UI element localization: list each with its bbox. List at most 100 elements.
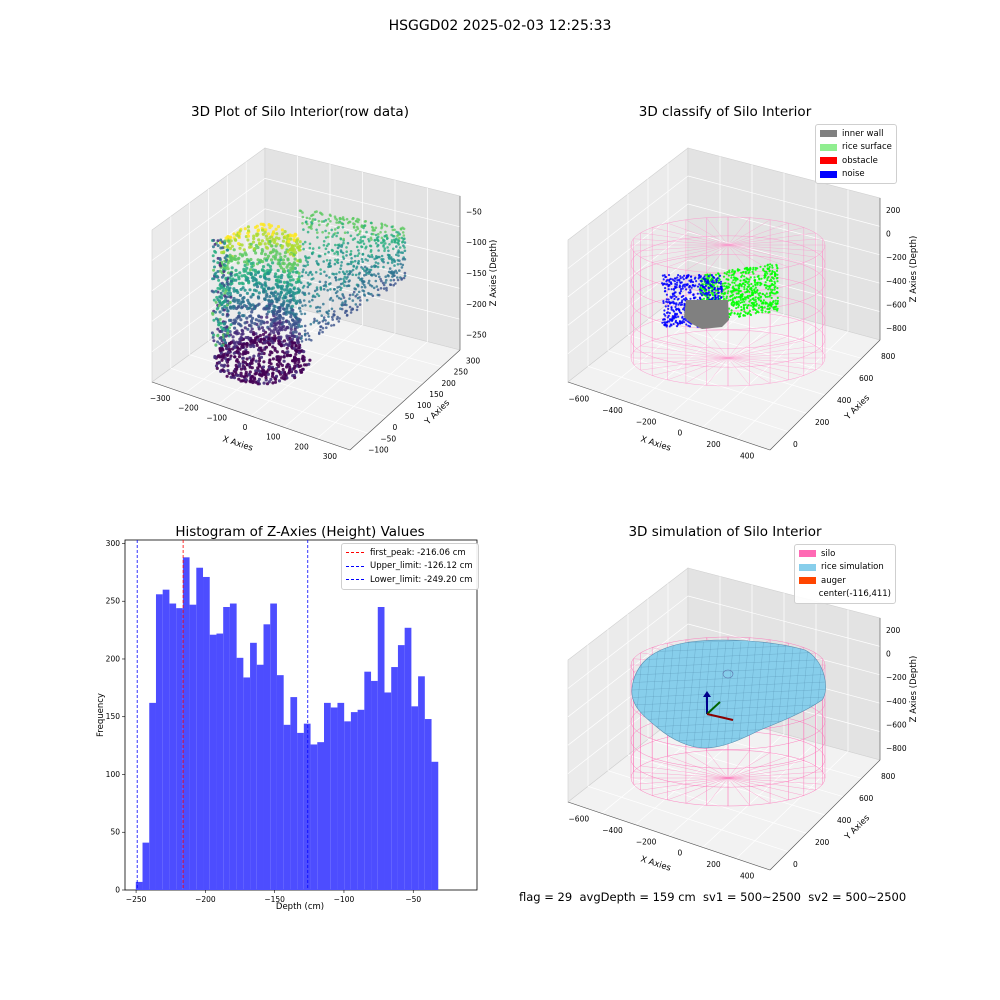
histogram-x-axis-label: Depth (cm)	[275, 902, 325, 912]
histogram-bar	[431, 761, 439, 890]
simulation-z-axis-label: Z Axies (Depth)	[909, 656, 919, 723]
auger-swatch	[799, 577, 816, 585]
histogram-bar	[337, 702, 345, 890]
classify-z-tick-label: 0	[886, 230, 891, 239]
simulation-x-tick-label: −600	[569, 815, 590, 824]
simulation-z-tick-label: −600	[886, 721, 907, 730]
raw-y-tick-label: 50	[405, 412, 415, 421]
histogram-legend: first_peak: -216.06 cm Upper_limit: -126…	[341, 543, 479, 590]
raw-y-tick-label: 0	[393, 423, 398, 432]
simulation-z-tick-label: −200	[886, 673, 907, 682]
legend-item-lower-limit: Lower_limit: -249.20 cm	[346, 573, 474, 587]
histogram-bar	[236, 657, 244, 890]
simulation-y-tick-label: 800	[881, 772, 896, 781]
raw-y-tick-label: −50	[380, 434, 396, 443]
histogram-bars	[135, 557, 439, 890]
classify-panel-title: 3D classify of Silo Interior	[638, 104, 812, 120]
histogram-bar	[303, 723, 311, 890]
raw-x-tick-label: 200	[294, 442, 309, 451]
histogram-bar	[142, 842, 150, 890]
histogram-bar	[263, 624, 271, 890]
classify-y-tick-label: 200	[815, 418, 830, 427]
histogram-bar	[290, 697, 298, 890]
histogram-bar	[250, 642, 257, 890]
classify-z-tick-label: 200	[886, 206, 901, 215]
rice-simulation-swatch	[799, 563, 816, 571]
simulation-3d-axes	[567, 567, 881, 871]
histogram-x-tick-label: −200	[195, 895, 216, 904]
histogram-y-tick-label: 250	[106, 597, 121, 606]
simulation-y-tick-label: 0	[793, 860, 798, 869]
legend-item-rice-surface: rice surface	[820, 141, 892, 155]
raw-y-tick-label: −100	[368, 445, 389, 454]
raw-z-tick-label: −150	[466, 269, 487, 278]
classify-z-tick-label: −600	[886, 301, 907, 310]
histogram-bar	[162, 589, 170, 890]
upper-limit-line-swatch	[346, 565, 364, 567]
histogram-bar	[176, 608, 183, 890]
histogram-bar	[317, 742, 324, 890]
classify-x-axis-label: X Axies	[639, 434, 672, 453]
raw-y-tick-label: 100	[417, 401, 432, 410]
raw-gridlines	[151, 156, 461, 439]
raw-z-tick-label: −100	[466, 238, 487, 247]
histogram-y-tick-label: 0	[115, 886, 120, 895]
legend-item-rice-simulation: rice simulation	[799, 561, 891, 575]
simulation-z-tick-label: −800	[886, 744, 907, 753]
histogram-bar	[229, 603, 237, 890]
classify-x-tick-label: −200	[636, 417, 657, 426]
simulation-z-tick-label: 0	[886, 650, 891, 659]
classify-x-tick-label: 200	[706, 440, 721, 449]
legend-item-obstacle: obstacle	[820, 154, 892, 168]
silo-swatch	[799, 550, 816, 558]
histogram-x-tick-label: −100	[334, 895, 355, 904]
classify-x-tick-label: −400	[602, 406, 623, 415]
noise-swatch	[820, 170, 837, 178]
classify-y-tick-label: 800	[881, 352, 896, 361]
histogram-ticks: −250 −200 −150 −100 −50 0 50 100 150 200 250 300	[106, 539, 422, 904]
classify-z-tick-label: −200	[886, 253, 907, 262]
histogram-bar	[330, 707, 338, 890]
histogram-bar	[149, 702, 156, 890]
raw-3d-axes	[151, 147, 461, 451]
histogram-y-tick-label: 100	[106, 770, 121, 779]
histogram-bar	[189, 604, 197, 890]
histogram-bar	[397, 645, 405, 890]
simulation-legend: silo rice simulation auger center(-116,4…	[794, 544, 896, 604]
legend-item-upper-limit: Upper_limit: -126.12 cm	[346, 560, 474, 574]
raw-z-tick-label: −250	[466, 331, 487, 340]
histogram-y-axis-label: Frequency	[96, 693, 106, 737]
histogram-bar	[377, 607, 385, 890]
simulation-x-axis-label: X Axies	[639, 854, 672, 873]
classify-legend: inner wall rice surface obstacle noise	[815, 124, 897, 184]
simulation-panel-title: 3D simulation of Silo Interior	[628, 524, 822, 540]
simulation-y-tick-label: 200	[815, 838, 830, 847]
classify-x-tick-label: −600	[569, 395, 590, 404]
legend-item-inner-wall: inner wall	[820, 127, 892, 141]
center-swatch	[799, 591, 814, 598]
classify-z-tick-label: −400	[886, 277, 907, 286]
raw-y-tick-label: 150	[429, 390, 444, 399]
raw-z-tick-label: −50	[466, 207, 482, 216]
raw-z-axis-label: Z Axies (Depth)	[489, 240, 499, 307]
histogram-bar	[310, 744, 318, 890]
histogram-bar	[297, 732, 304, 890]
classify-y-tick-label: 400	[837, 396, 852, 405]
histogram-bar	[391, 667, 398, 890]
histogram-bar	[243, 677, 251, 890]
raw-x-axis-label: X Axies	[221, 434, 254, 453]
raw-point-cloud	[210, 209, 407, 386]
raw-x-tick-label: 0	[243, 423, 248, 432]
histogram-bar	[418, 676, 425, 890]
classified-points	[661, 263, 780, 329]
figure-title: HSGGD02 2025-02-03 12:25:33	[388, 18, 612, 34]
rice-surface-swatch	[820, 143, 837, 151]
classify-x-tick-label: 400	[740, 451, 755, 460]
histogram-bar	[270, 603, 277, 890]
histogram-reference-lines	[136, 540, 309, 890]
histogram-bar	[276, 675, 284, 890]
histogram-bar	[384, 692, 392, 890]
classify-z-tick-label: −800	[886, 324, 907, 333]
classify-x-tick-label: 0	[677, 429, 682, 438]
histogram-bar	[216, 633, 224, 890]
